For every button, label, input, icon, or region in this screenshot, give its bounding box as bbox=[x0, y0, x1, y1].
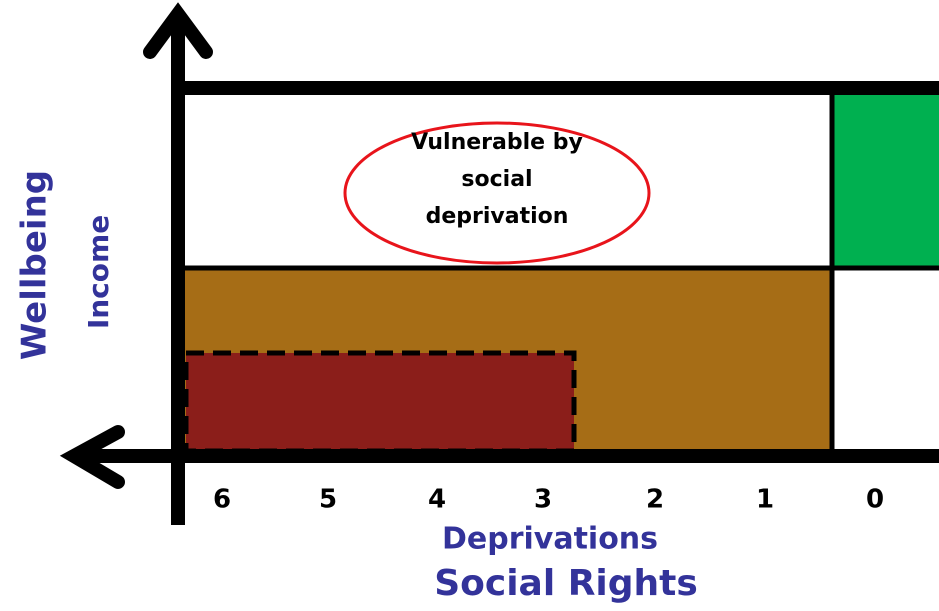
y-outer-label: Wellbeing bbox=[15, 170, 55, 360]
y-inner-label: Income bbox=[82, 215, 115, 329]
x-tick-label: 4 bbox=[428, 485, 446, 515]
x-tick-label: 2 bbox=[646, 485, 664, 515]
callout-line: deprivation bbox=[426, 204, 569, 229]
extreme-poverty-region bbox=[183, 350, 577, 454]
x-axis-arrow bbox=[59, 425, 125, 489]
x-ticks: 6 5 4 3 2 1 0 bbox=[213, 485, 884, 515]
callout-text: Vulnerable by social deprivation bbox=[411, 130, 583, 229]
x-tick-label: 3 bbox=[534, 485, 552, 515]
vulnerable-income-region bbox=[832, 268, 939, 454]
x-tick-label: 6 bbox=[213, 485, 231, 515]
callout-line: social bbox=[461, 167, 532, 192]
x-tick-label: 5 bbox=[319, 485, 337, 515]
y-axis-arrow bbox=[143, 2, 213, 59]
not-poor-region bbox=[832, 88, 939, 268]
callout-ellipse bbox=[343, 121, 651, 265]
x-outer-label: Social Rights bbox=[434, 563, 698, 604]
x-tick-label: 1 bbox=[756, 485, 774, 515]
callout-line: Vulnerable by bbox=[411, 130, 583, 155]
x-inner-label: Deprivations bbox=[442, 522, 658, 557]
x-tick-label: 0 bbox=[866, 485, 884, 515]
